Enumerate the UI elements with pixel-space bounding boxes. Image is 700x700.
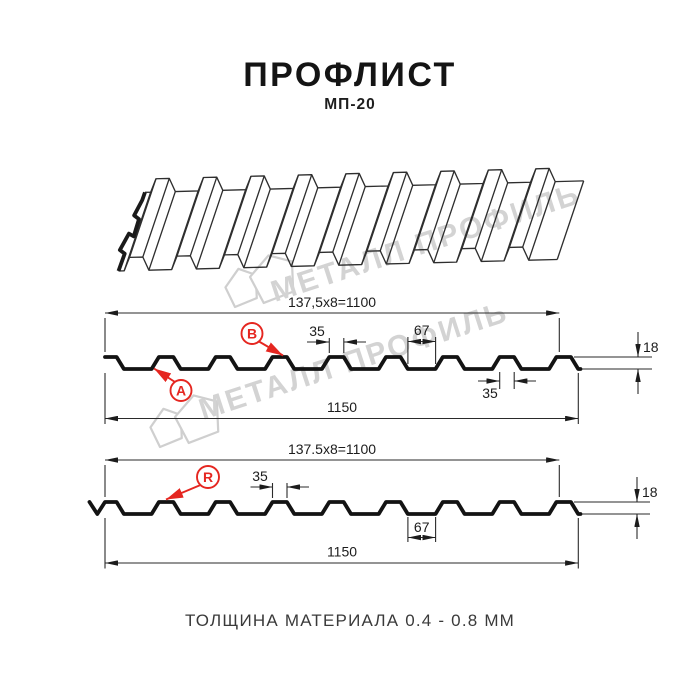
page-title: ПРОФЛИСТ: [243, 56, 457, 94]
page-subtitle: МП-20: [324, 96, 376, 113]
dim-span-1100-top: 137.5x8=1100: [104, 441, 560, 497]
callout-a: A: [153, 367, 193, 402]
sheet-rib-lines: [123, 168, 556, 272]
dim-label-35: 35: [252, 468, 268, 484]
dim-label-18: 18: [642, 484, 658, 500]
watermark-brand-lower: МЕТАЛЛ ПРОФИЛЬ: [149, 295, 513, 449]
sheet-right-edge: [556, 180, 585, 260]
callout-b-letter: B: [247, 326, 257, 342]
callout-r-circle: [196, 465, 220, 489]
dim-valley-67-top: 67: [407, 322, 437, 364]
dim-label-1150: 1150: [327, 544, 357, 560]
dim-label-67: 67: [414, 322, 430, 338]
sheet-cut-edge: [116, 191, 147, 272]
dim-valley-67: 67: [407, 517, 437, 542]
profile-a-path: [103, 355, 583, 371]
sheet-3d-ribs: [116, 167, 585, 272]
sheet-3d-view: [116, 167, 585, 272]
sheet-bottom-edge: [118, 246, 558, 272]
profile-section-r: 137.5x8=1100 35 67 18 1150: [87, 441, 658, 569]
dim-crest-35-top: 35: [307, 323, 366, 353]
dim-label-1100: 137.5x8=1100: [288, 441, 376, 457]
dim-crest-35-bottom: 35: [478, 372, 536, 401]
callout-b-circle: [240, 322, 264, 345]
callout-a-circle: [169, 379, 193, 402]
dim-label-18: 18: [643, 339, 659, 355]
dim-height-18: 18: [574, 332, 659, 394]
dim-label-35-bottom: 35: [482, 385, 498, 401]
dim-height-18: 18: [574, 477, 658, 539]
dim-label-1100: 137,5x8=1100: [288, 294, 376, 310]
dim-label-35: 35: [309, 323, 325, 339]
callout-b: B: [240, 322, 284, 357]
dim-total-1150: 1150: [104, 373, 579, 424]
dim-label-1150: 1150: [327, 399, 357, 415]
dim-crest-35: 35: [250, 468, 309, 498]
profile-section-ab: 137,5x8=1100 35 67 18 35: [103, 294, 659, 424]
dim-span-1100-top: 137,5x8=1100: [104, 294, 560, 352]
profile-r-path: [87, 500, 583, 516]
sheet-top-edge: [144, 167, 584, 194]
callout-r-letter: R: [203, 469, 213, 485]
thickness-note: ТОЛЩИНА МАТЕРИАЛА 0.4 - 0.8 ММ: [184, 611, 516, 630]
callout-a-letter: A: [176, 383, 186, 399]
callout-r: R: [165, 465, 220, 501]
dim-total-1150: 1150: [104, 518, 579, 569]
dim-label-67: 67: [414, 519, 430, 535]
